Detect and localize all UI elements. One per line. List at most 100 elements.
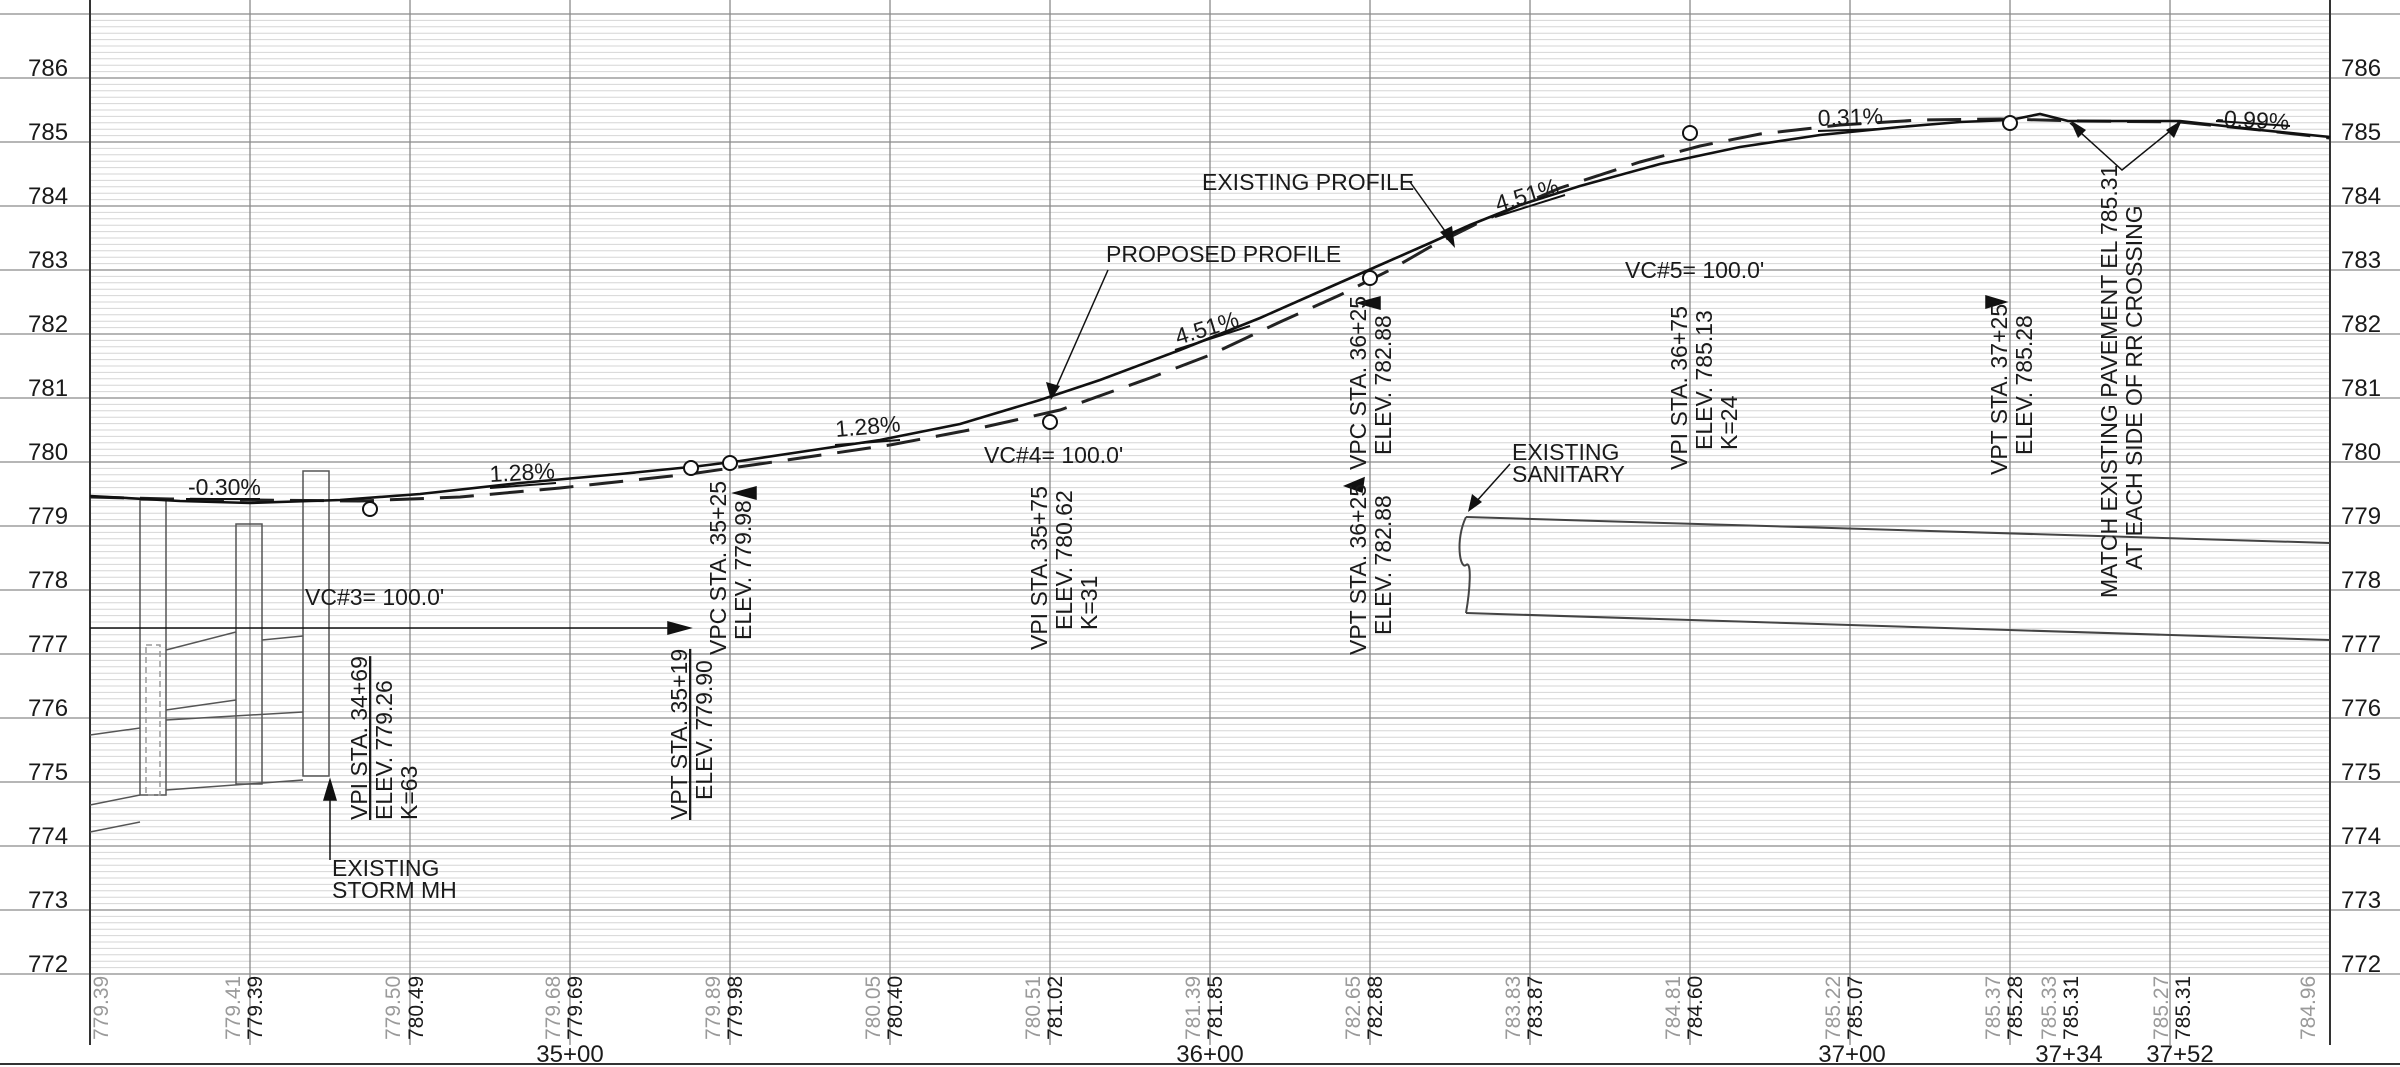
proposed-elev-reading: 785.28	[2004, 976, 2027, 1040]
profile-control-points	[362, 115, 2018, 517]
vpt4-station: VPT STA. 36+25	[1345, 484, 1371, 655]
existing-elev-reading: 779.39	[90, 976, 113, 1040]
arrow-head-icon	[1440, 226, 1455, 248]
elev-label: 784	[28, 183, 68, 210]
elev-label: 785	[2341, 119, 2381, 146]
proposed-elev-reading: 779.98	[724, 976, 747, 1040]
bottom-elevation-readings: 779.39 779.41 779.39 779.50 780.49 779.6…	[90, 976, 2320, 1040]
grade-label: 0.31%	[1817, 103, 1883, 131]
elev-label: 774	[2341, 823, 2381, 850]
vpt5-marker	[2002, 115, 2018, 131]
elev-label: 772	[28, 951, 68, 978]
arrow-head-icon	[2166, 120, 2182, 138]
vpi5-annotation: VPI STA. 36+75 ELEV. 785.13 K=24	[1666, 306, 1742, 470]
elev-label: 785	[28, 119, 68, 146]
elev-label: 783	[2341, 247, 2381, 274]
vpc5-annotation: VPC STA. 36+25 ELEV. 782.88	[1345, 296, 1396, 470]
existing-elev-reading: 779.89	[702, 976, 725, 1040]
vpt5-annotation: VPT STA. 37+25 ELEV. 785.28	[1986, 304, 2037, 475]
vpi3-station: VPI STA. 34+69	[346, 656, 372, 820]
elev-label: 775	[28, 759, 68, 786]
elev-label: 775	[2341, 759, 2381, 786]
proposed-elev-reading: 780.49	[405, 976, 428, 1040]
arrow-head-icon	[731, 486, 757, 500]
vpc4-station: VPC STA. 35+25	[705, 481, 731, 655]
proposed-elev-reading: 784.60	[1684, 976, 1707, 1040]
grade-label: -0.30%	[188, 474, 261, 500]
vpt3-annotation: VPT STA. 35+19 ELEV. 779.90	[666, 649, 717, 820]
vpt4-marker	[1362, 270, 1378, 286]
vpi5-elev: ELEV. 785.13	[1691, 310, 1717, 450]
vpi4-elev: ELEV. 780.62	[1051, 490, 1077, 630]
storm-mh-callout: EXISTING STORM MH	[332, 855, 457, 903]
vpi4-k: K=31	[1076, 576, 1102, 630]
vpt5-station: VPT STA. 37+25	[1986, 304, 2012, 475]
sanitary-label-1: EXISTING	[1512, 439, 1619, 465]
vpi5-marker	[1682, 125, 1698, 141]
vpt3-station: VPT STA. 35+19	[666, 649, 692, 820]
station-label: 37+52	[2146, 1041, 2213, 1067]
elev-label: 774	[28, 823, 68, 850]
arrow-head-icon	[1342, 476, 1365, 494]
match-label-2: AT EACH SIDE OF RR CROSSING	[2121, 205, 2147, 570]
elev-label: 779	[28, 503, 68, 530]
existing-elev-reading: 781.39	[1182, 976, 1205, 1040]
vpc5-station: VPC STA. 36+25	[1345, 296, 1371, 470]
vpi3-annotation: VPI STA. 34+69 ELEV. 779.26 K=63	[346, 656, 422, 820]
station-labels: 35+00 36+00 37+00 37+34 37+52	[536, 1041, 2213, 1067]
elev-label: 781	[2341, 375, 2381, 402]
grade-label: 1.28%	[834, 410, 901, 442]
proposed-elev-reading: 783.87	[1524, 976, 1547, 1040]
vpt5-elev: ELEV. 785.28	[2011, 315, 2037, 455]
elev-label: 784	[2341, 183, 2381, 210]
proposed-elev-reading: 785.31	[2172, 976, 2195, 1040]
elev-label: 779	[2341, 503, 2381, 530]
existing-profile-label: EXISTING PROFILE	[1202, 169, 1414, 195]
vc3-label: VC#3= 100.0'	[305, 584, 444, 610]
proposed-profile-callout: PROPOSED PROFILE	[1046, 241, 1341, 400]
existing-elev-reading: 779.68	[542, 976, 565, 1040]
vpi4-station: VPI STA. 35+75	[1026, 486, 1052, 650]
proposed-elev-reading: 781.02	[1044, 976, 1067, 1040]
grade-label: 1.28%	[489, 458, 555, 487]
existing-elev-reading: 783.83	[1502, 976, 1525, 1040]
existing-elev-reading: 785.33	[2038, 976, 2061, 1040]
curve-length-arrows	[90, 294, 2009, 860]
existing-profile-callout: EXISTING PROFILE	[1202, 169, 1455, 248]
elevation-labels-right: 786 785 784 783 782 781 780 779 778 777 …	[2341, 55, 2381, 978]
match-pavement-callout: MATCH EXISTING PAVEMENT EL 785.31 AT EAC…	[2069, 120, 2182, 598]
sanitary-callout: EXISTING SANITARY	[1468, 439, 1625, 512]
grade-tick-marks	[186, 120, 2291, 500]
vpi5-station: VPI STA. 36+75	[1666, 306, 1692, 470]
elev-label: 777	[28, 631, 68, 658]
proposed-elev-reading: 779.69	[564, 976, 587, 1040]
elev-label: 781	[28, 375, 68, 402]
proposed-elev-reading: 779.39	[244, 976, 267, 1040]
arrow-head-icon	[1985, 294, 2009, 310]
existing-elev-reading: 780.51	[1022, 976, 1045, 1040]
elev-label: 780	[28, 439, 68, 466]
existing-storm-structure	[89, 470, 330, 833]
vpt3-marker	[683, 460, 699, 476]
existing-elev-reading: 782.65	[1342, 976, 1365, 1040]
elevation-labels-left: 786 785 784 783 782 781 780 779 778 777 …	[28, 55, 68, 978]
vpi3-marker	[362, 501, 378, 517]
arrow-head-icon	[667, 621, 693, 635]
existing-elev-reading: 785.37	[1982, 976, 2005, 1040]
vpt4-annotation: VPT STA. 36+25 ELEV. 782.88	[1345, 484, 1396, 655]
vc5-label: VC#5= 100.0'	[1625, 257, 1764, 283]
arrow-head-icon	[2070, 120, 2086, 138]
proposed-elev-reading: 785.07	[1844, 976, 1867, 1040]
match-label-1: MATCH EXISTING PAVEMENT EL 785.31	[2096, 165, 2122, 598]
vpi3-k: K=63	[396, 766, 422, 820]
vc4-label: VC#4= 100.0'	[984, 442, 1123, 468]
vpi5-k: K=24	[1716, 395, 1742, 450]
existing-elev-reading: 784.81	[1662, 976, 1685, 1040]
vpc4-annotation: VPC STA. 35+25 ELEV. 779.98	[705, 481, 756, 655]
station-label: 37+34	[2035, 1041, 2102, 1067]
elev-label: 786	[28, 55, 68, 82]
major-grid	[0, 0, 2400, 1045]
station-label: 37+00	[1818, 1041, 1885, 1067]
